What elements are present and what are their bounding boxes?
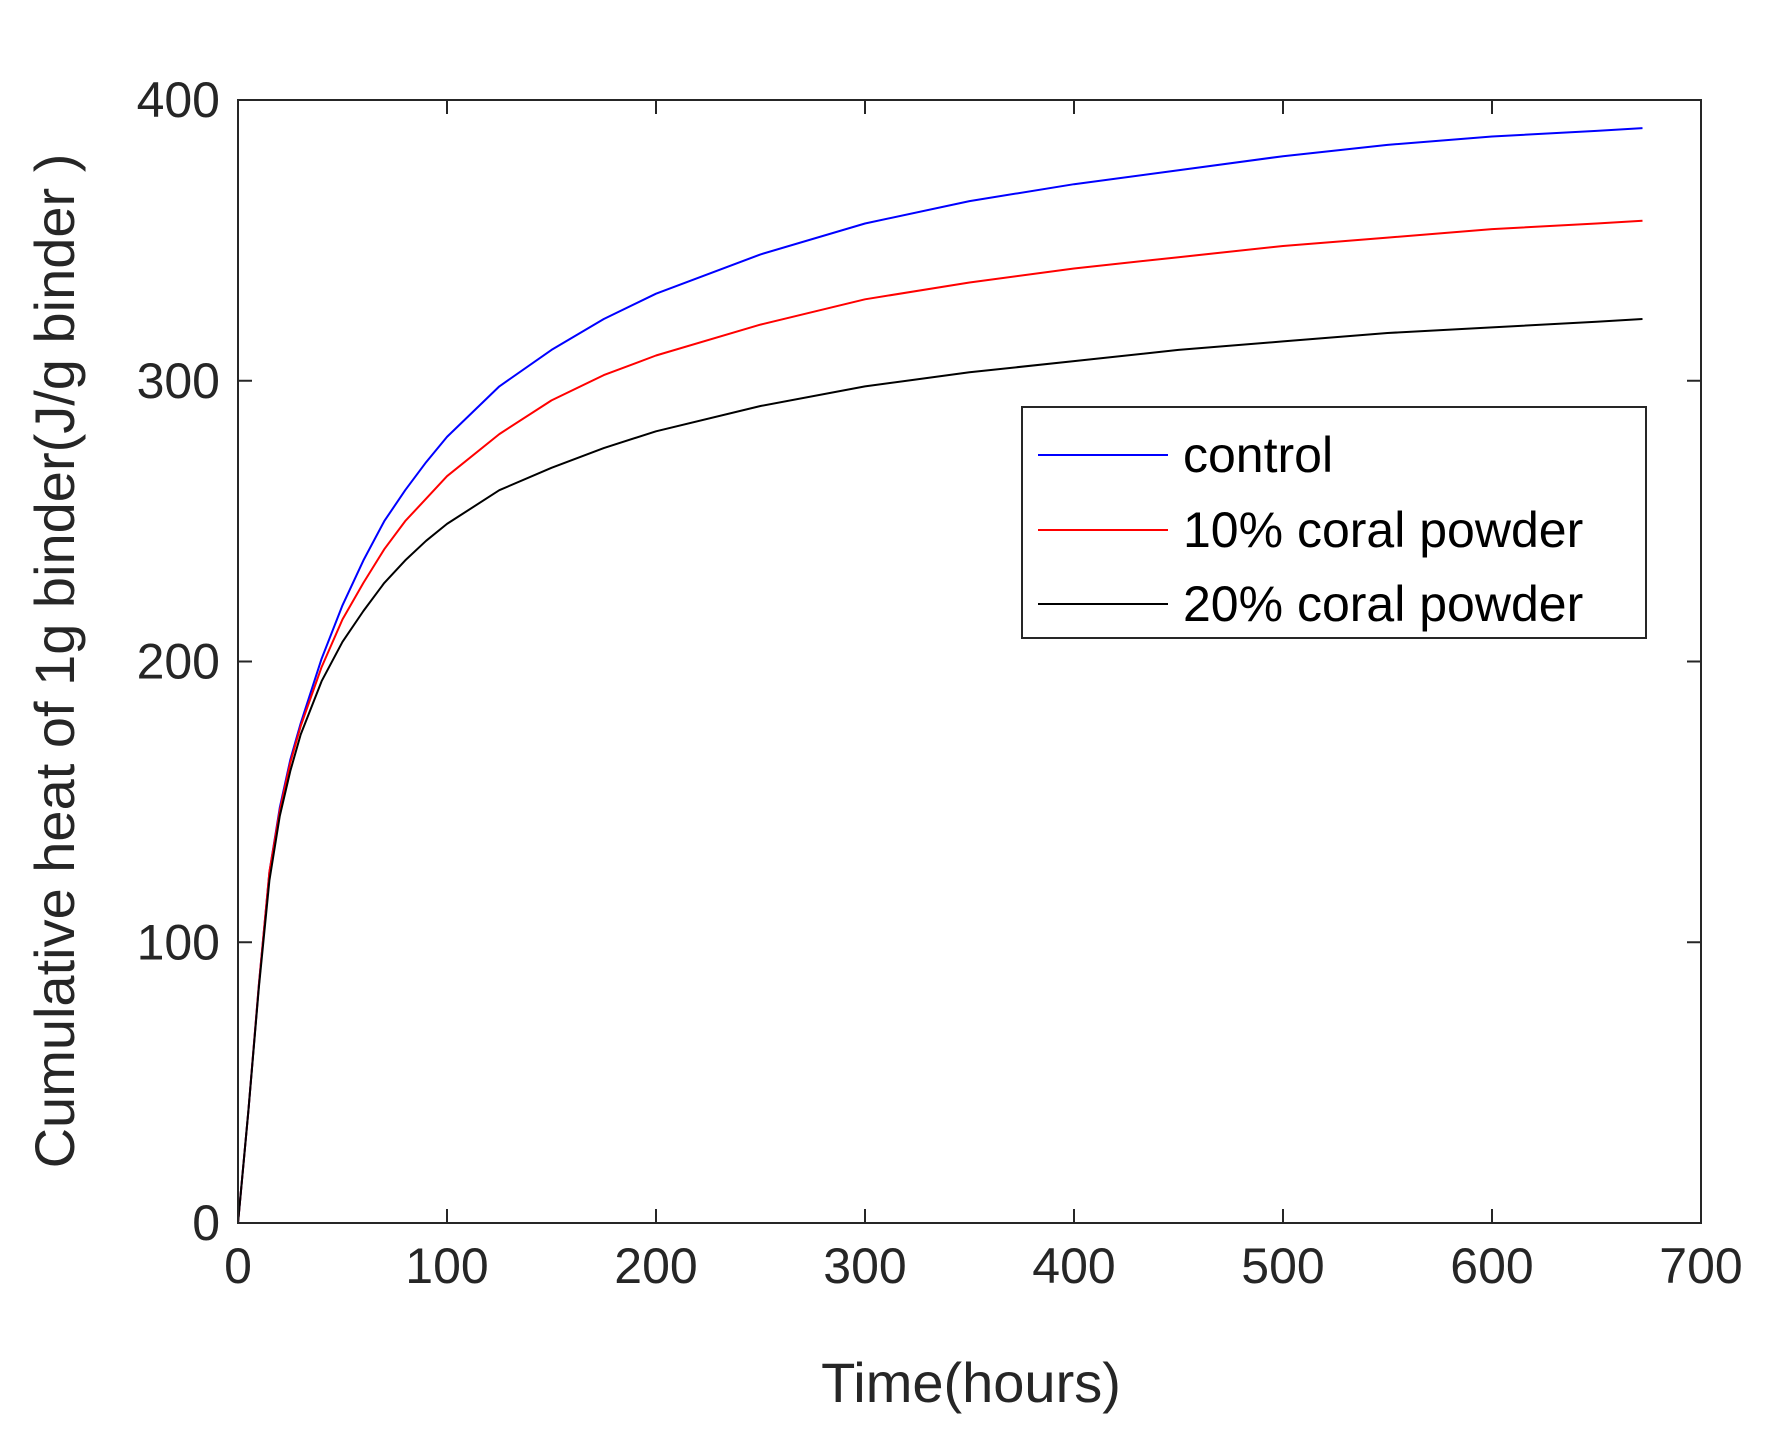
x-tick-label: 100 [405,1238,488,1294]
x-tick-label: 300 [823,1238,906,1294]
x-tick-label: 500 [1241,1238,1324,1294]
y-tick-label: 0 [192,1195,220,1251]
legend-label-0: control [1183,427,1333,483]
y-tick-label: 400 [137,72,220,128]
x-tick-label: 200 [614,1238,697,1294]
legend-label-1: 10% coral powder [1183,502,1583,558]
tick-labels-layer: 0 100 200 300 400 500 600 700 0 100 200 300 400 [137,72,1743,1294]
legend: control 10% coral powder 20% coral powder [1021,406,1647,639]
series-line-0 [237,127,1643,1224]
ticks-layer [237,99,1702,1224]
legend-label-2: 20% coral powder [1183,576,1583,632]
x-axis-title: Time(hours) [821,1351,1121,1414]
x-tick-label: 700 [1659,1238,1742,1294]
series-line-2 [237,318,1643,1224]
y-tick-label: 100 [137,914,220,970]
series-line-1 [237,219,1643,1224]
series-layer [237,127,1643,1224]
x-tick-label: 600 [1450,1238,1533,1294]
plot-frame [237,99,1702,1224]
legend-entries: control 10% coral powder 20% coral powder [1038,427,1583,632]
y-tick-label: 300 [137,353,220,409]
x-tick-label: 0 [224,1238,252,1294]
x-tick-label: 400 [1032,1238,1115,1294]
y-axis-title: Cumulative heat of 1g binder(J/g binder … [23,154,86,1169]
y-tick-label: 200 [137,634,220,690]
legend-box [1021,406,1647,639]
